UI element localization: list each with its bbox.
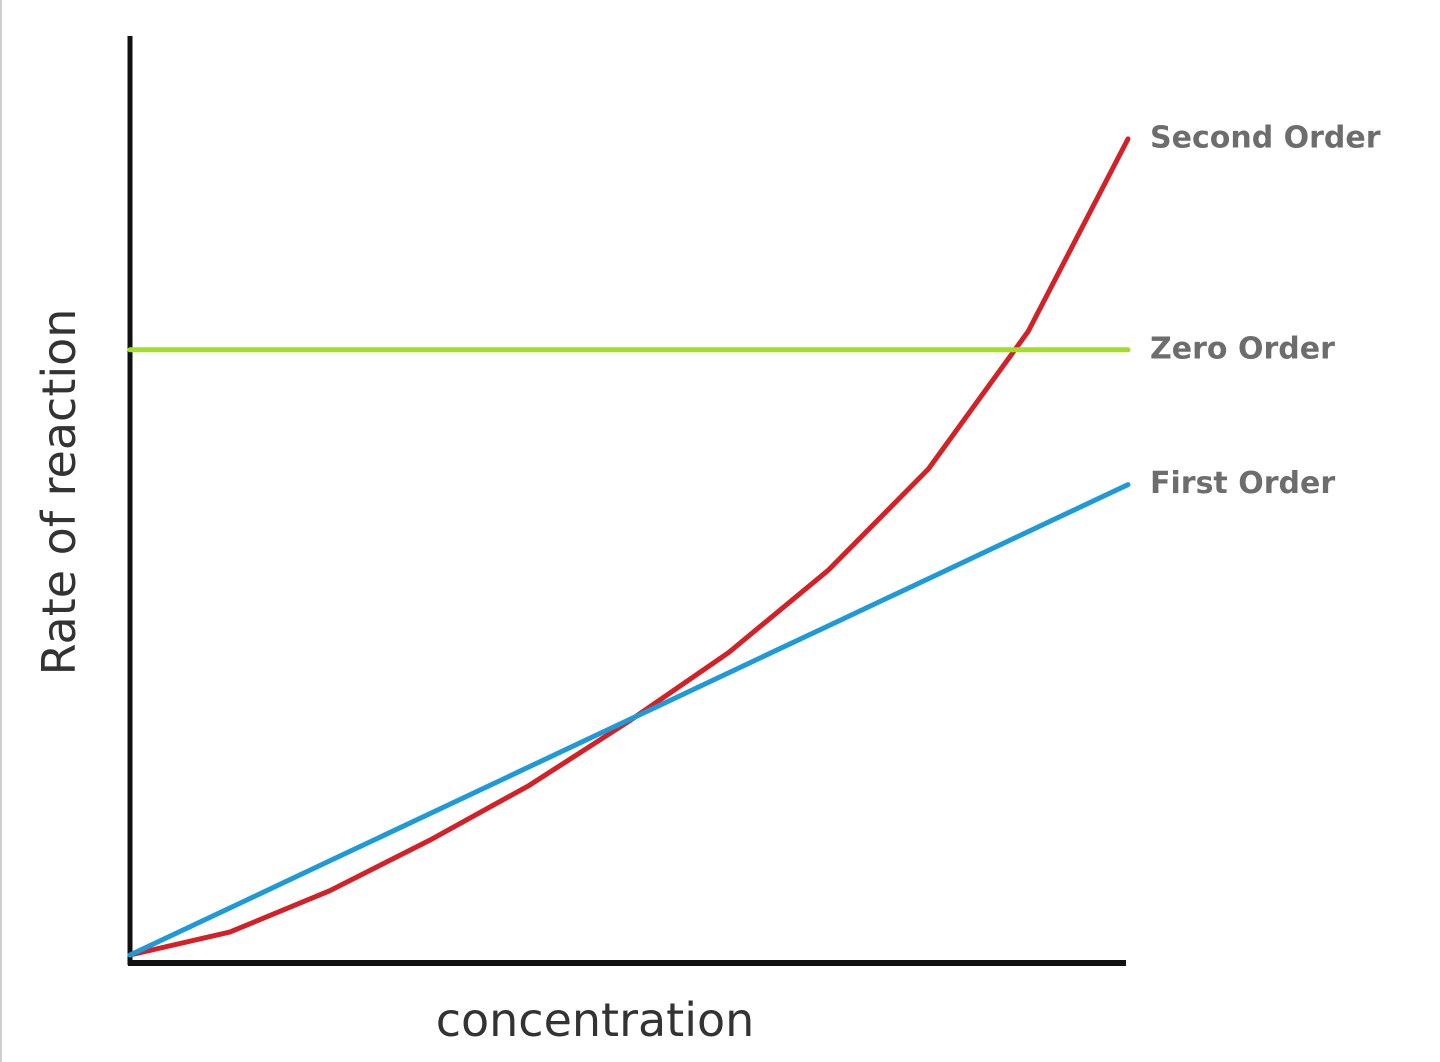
series-line [127,482,1131,958]
series-label: Second Order [1150,120,1381,155]
series-label: First Order [1150,466,1335,501]
series-label: Zero Order [1150,331,1335,366]
y-axis-title: Rate of reaction [32,309,86,676]
x-axis-title: concentration [436,993,755,1047]
